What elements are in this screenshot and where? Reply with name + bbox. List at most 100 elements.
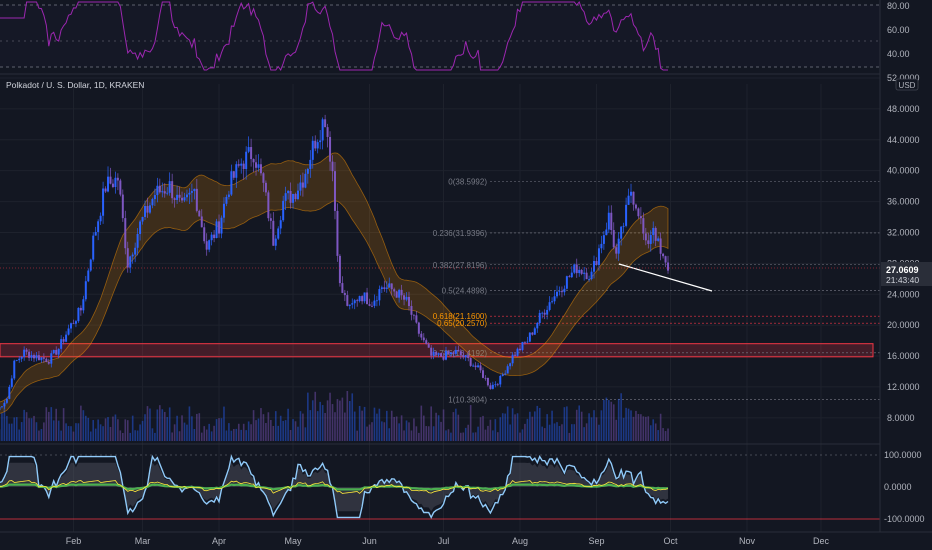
volume-bar bbox=[178, 431, 181, 441]
candle-body bbox=[425, 340, 428, 345]
time-tick: Apr bbox=[212, 536, 226, 546]
volume-bar bbox=[11, 423, 13, 441]
volume-bar bbox=[329, 392, 331, 441]
volume-bar bbox=[297, 426, 299, 441]
candle-body bbox=[654, 227, 657, 241]
volume-bar bbox=[109, 426, 112, 441]
volume-bar bbox=[588, 413, 590, 441]
candle-body bbox=[173, 198, 176, 200]
volume-bar bbox=[499, 417, 502, 441]
volume-bar bbox=[583, 427, 585, 441]
candle-body bbox=[198, 210, 201, 217]
candle-body bbox=[622, 225, 625, 227]
candle-body bbox=[326, 127, 329, 137]
candle-body bbox=[341, 283, 344, 293]
candle-body bbox=[370, 305, 373, 307]
candle-body bbox=[469, 358, 472, 366]
time-tick: May bbox=[285, 536, 303, 546]
volume-bar bbox=[479, 417, 482, 441]
volume-bar bbox=[205, 429, 208, 441]
fib-label: 0.65(20.2570) bbox=[437, 319, 487, 328]
volume-bar bbox=[610, 401, 613, 441]
volume-bar bbox=[134, 430, 136, 441]
volume-bar bbox=[447, 429, 450, 441]
volume-bar bbox=[314, 391, 317, 441]
trend-line[interactable] bbox=[618, 263, 713, 292]
candle-body bbox=[484, 377, 487, 379]
candle-body bbox=[363, 292, 366, 302]
candle-body bbox=[353, 300, 356, 304]
volume-bar bbox=[72, 431, 75, 441]
candle-body bbox=[366, 292, 369, 305]
candle-body bbox=[361, 296, 364, 302]
candle-body bbox=[568, 276, 571, 278]
volume-bar bbox=[87, 417, 90, 441]
volume-bar bbox=[270, 419, 272, 441]
volume-bar bbox=[595, 417, 598, 441]
volume-bar bbox=[620, 393, 622, 441]
volume-bar bbox=[600, 410, 603, 441]
candle-body bbox=[240, 163, 243, 166]
candle-body bbox=[481, 370, 484, 378]
volume-bar bbox=[450, 432, 452, 441]
candle-body bbox=[336, 210, 339, 256]
candle-body bbox=[657, 238, 660, 241]
volume-bar bbox=[168, 407, 171, 441]
candle-body bbox=[178, 194, 181, 198]
price-tick: 16.0000 bbox=[887, 351, 920, 361]
volume-bar bbox=[126, 420, 129, 441]
volume-bar bbox=[526, 418, 529, 441]
volume-bar bbox=[563, 407, 566, 441]
volume-bar bbox=[603, 399, 605, 441]
volume-bar bbox=[282, 420, 284, 441]
candle-body bbox=[272, 220, 275, 246]
volume-bar bbox=[139, 424, 141, 441]
candle-body bbox=[634, 204, 637, 209]
volume-bar bbox=[200, 432, 203, 441]
candle-body bbox=[494, 384, 497, 386]
candle-body bbox=[79, 307, 82, 311]
candle-body bbox=[395, 291, 398, 298]
volume-bar bbox=[245, 430, 247, 441]
candle-body bbox=[647, 240, 650, 244]
volume-bar bbox=[50, 407, 53, 441]
candle-body bbox=[208, 240, 211, 250]
candle-body bbox=[580, 269, 583, 274]
candle-body bbox=[146, 205, 149, 213]
currency-badge-box[interactable] bbox=[895, 78, 919, 91]
volume-bar bbox=[430, 406, 432, 441]
volume-bar bbox=[435, 412, 437, 441]
volume-bar bbox=[321, 405, 324, 441]
volume-bar bbox=[186, 424, 188, 441]
candle-body bbox=[269, 218, 272, 221]
volume-bar bbox=[637, 413, 640, 441]
volume-bar bbox=[319, 401, 321, 441]
candle-body bbox=[116, 177, 119, 181]
price-tick: 32.0000 bbox=[887, 227, 920, 237]
candle-body bbox=[220, 217, 223, 234]
volume-bar bbox=[102, 426, 104, 441]
candle-body bbox=[299, 182, 302, 191]
volume-bar bbox=[415, 426, 418, 441]
candle-body bbox=[309, 159, 312, 169]
candle-body bbox=[97, 221, 100, 232]
volume-bar bbox=[388, 428, 391, 441]
volume-bar bbox=[353, 411, 356, 441]
time-axis[interactable]: Feb Mar Apr May Jun Jul Aug Sep Oct Nov Dec bbox=[66, 536, 830, 546]
candle-body bbox=[304, 173, 307, 188]
candle-body bbox=[400, 289, 403, 296]
support-zone[interactable] bbox=[0, 343, 874, 358]
candle-body bbox=[348, 304, 351, 306]
candle-body bbox=[565, 276, 568, 289]
price-tick: 48.0000 bbox=[887, 104, 920, 114]
candle-body bbox=[242, 163, 245, 170]
candle-body bbox=[375, 300, 378, 302]
price-tick: 8.0000 bbox=[887, 413, 915, 423]
candle-body bbox=[464, 355, 467, 358]
volume-bar bbox=[524, 423, 526, 441]
candle-body bbox=[264, 182, 267, 193]
volume-bar bbox=[237, 423, 240, 441]
price-tag bbox=[881, 262, 932, 286]
